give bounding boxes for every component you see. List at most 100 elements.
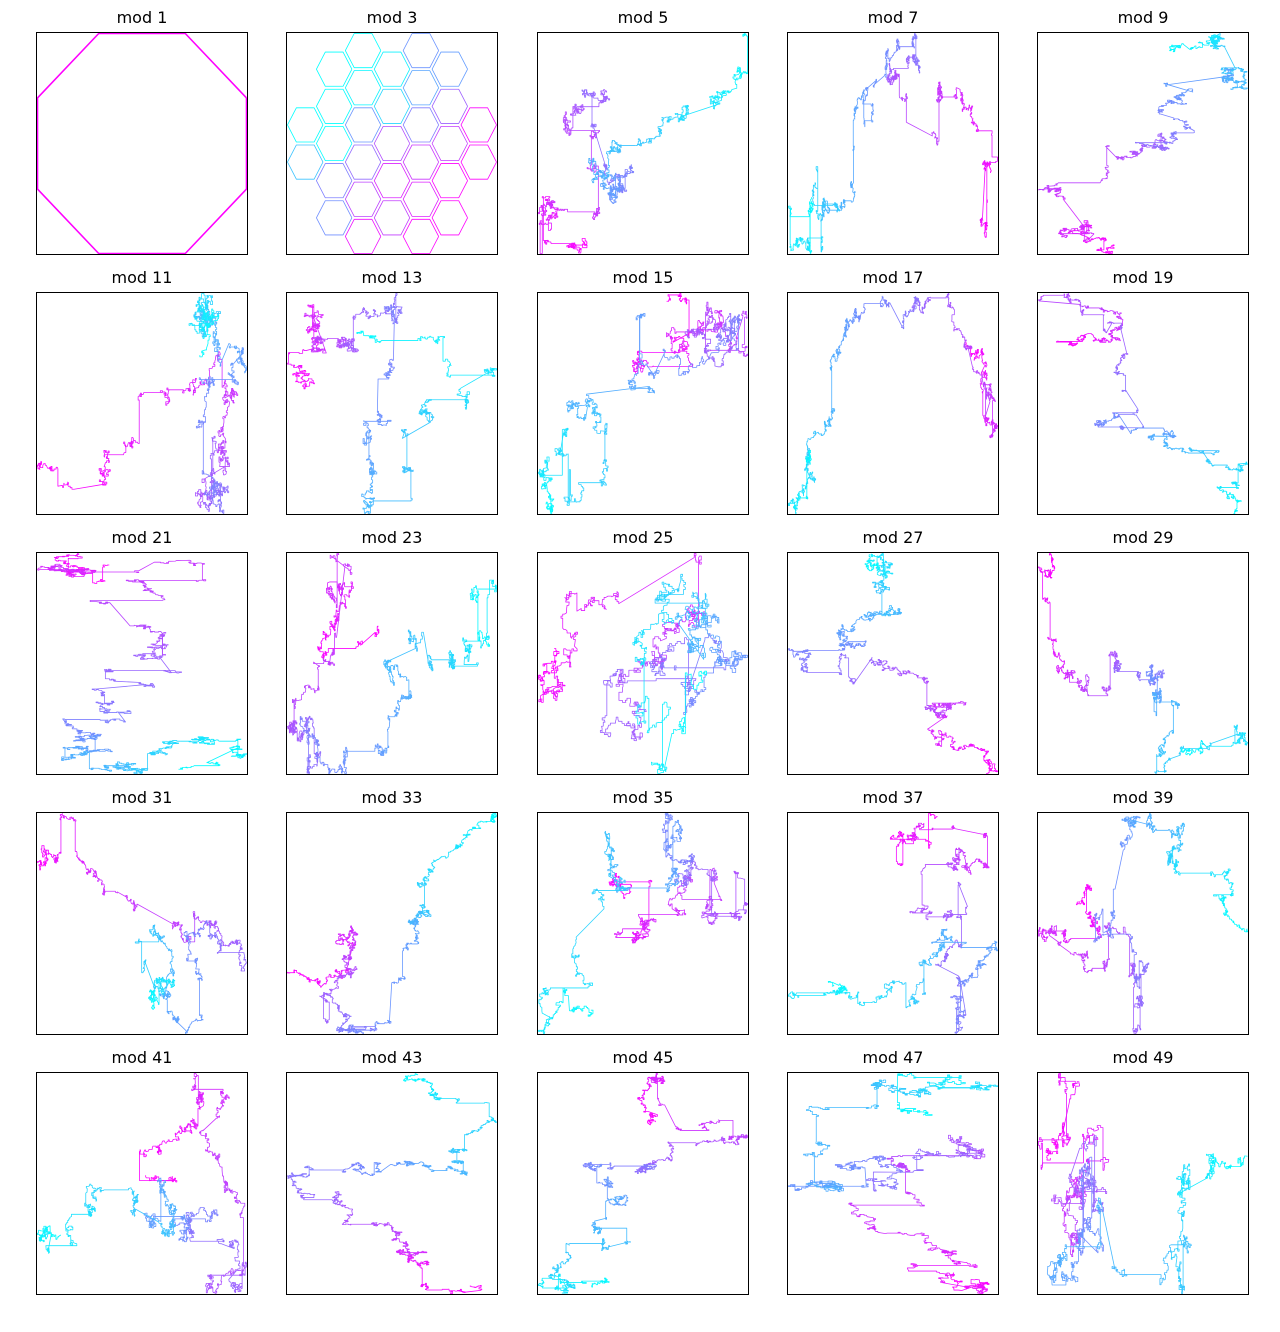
walk-trace: [982, 161, 988, 168]
walk-trace: [1177, 1210, 1185, 1239]
walk-trace: [395, 1231, 403, 1237]
walk-trace: [228, 1249, 241, 1289]
walk-trace: [462, 828, 472, 837]
subplot-frame: [537, 812, 749, 1035]
subplot-frame: [286, 32, 498, 255]
walk-trace: [560, 987, 575, 1012]
walk-trace: [540, 203, 548, 216]
walk-trace: [909, 907, 933, 915]
walk-trace: [671, 354, 686, 376]
walk-trace: [570, 244, 582, 254]
walk-trace: [44, 1225, 61, 1240]
walk-trace: [838, 640, 852, 647]
walk-trace: [656, 1075, 664, 1083]
walk-trace: [825, 201, 843, 214]
walk-trace: [1067, 673, 1080, 684]
walk-trace: [316, 88, 353, 124]
walk-trace: [397, 694, 411, 711]
walk-trace: [387, 306, 396, 318]
walk-trace: [1186, 450, 1220, 456]
walk-trace: [563, 642, 578, 668]
walk-trace: [548, 1273, 566, 1282]
walk-trace: [788, 991, 826, 999]
walk-trace: [425, 1285, 454, 1294]
walk-trace: [688, 860, 698, 876]
walk-trace: [565, 1243, 572, 1263]
walk-trace: [822, 197, 826, 211]
walk-trace: [989, 398, 996, 439]
walk-trace: [1152, 693, 1178, 715]
subplot-axes: [787, 32, 999, 255]
subplot-frame: [537, 552, 749, 775]
walk-trace: [716, 90, 730, 97]
walk-trace: [888, 605, 896, 615]
walk-trace: [348, 972, 355, 979]
walk-trace: [472, 1121, 490, 1132]
walk-trace: [888, 75, 896, 83]
walk-trace: [87, 564, 110, 584]
walk-trace: [881, 569, 888, 582]
walk-trace: [951, 825, 987, 839]
subplot-frame: [286, 1072, 498, 1295]
walk-trace: [352, 1168, 367, 1175]
walk-trace: [684, 328, 694, 339]
walk-trace: [631, 714, 643, 740]
walk-trace: [658, 623, 680, 642]
walk-trace: [1181, 1163, 1191, 1183]
walk-trace: [323, 992, 335, 1004]
walk-trace: [800, 657, 808, 672]
walk-trace: [92, 869, 98, 878]
walk-trace: [431, 163, 468, 199]
walk-trace: [125, 579, 150, 591]
walk-trace: [1041, 928, 1049, 942]
walk-trace: [966, 858, 981, 875]
walk-trace: [170, 1203, 178, 1216]
subplot-axes: [286, 552, 498, 775]
walk-trace: [347, 1025, 353, 1034]
walk-trace: [853, 307, 857, 318]
walk-trace: [931, 936, 967, 945]
walk-trace: [316, 337, 326, 344]
walk-trace: [650, 611, 675, 630]
walk-trace: [59, 813, 71, 854]
subplot-title: mod 29: [1112, 528, 1174, 547]
walk-trace: [455, 1100, 497, 1123]
walk-trace: [829, 364, 834, 413]
walk-trace: [104, 655, 182, 674]
walk-trace: [239, 960, 247, 972]
walk-trace: [687, 642, 699, 654]
walk-trace: [1230, 495, 1240, 503]
walk-trace: [1048, 553, 1054, 566]
walk-trace: [662, 621, 681, 633]
subplot-title: mod 13: [361, 268, 423, 287]
walk-trace: [373, 51, 411, 87]
walk-trace: [307, 978, 321, 984]
walk-trace: [1157, 738, 1166, 751]
walk-trace: [186, 948, 198, 962]
walk-trace: [979, 168, 986, 227]
walk-trace: [1190, 747, 1203, 755]
walk-trace: [312, 322, 320, 329]
walk-trace: [345, 313, 357, 351]
walk-trace: [416, 879, 426, 888]
walk-trace: [1177, 88, 1194, 97]
subplot-mod-33: mod 33: [286, 787, 498, 1036]
walk-trace: [983, 160, 989, 172]
walk-trace: [558, 1278, 607, 1284]
walk-trace: [969, 1279, 985, 1289]
walk-trace: [596, 422, 608, 465]
walk-trace: [150, 643, 169, 650]
walk-trace: [1221, 490, 1230, 500]
walk-trace: [209, 483, 220, 497]
walk-trace: [362, 467, 413, 511]
walk-trace: [129, 898, 137, 912]
walk-trace: [341, 589, 352, 609]
walk-trace: [65, 1213, 93, 1232]
walk-trace: [601, 553, 697, 609]
walk-trace: [1131, 151, 1140, 158]
walk-trace: [1057, 1253, 1062, 1268]
subplot-title: mod 7: [867, 8, 919, 27]
walk-trace: [422, 870, 433, 882]
walk-trace: [287, 723, 293, 733]
walk-trace: [876, 659, 885, 666]
